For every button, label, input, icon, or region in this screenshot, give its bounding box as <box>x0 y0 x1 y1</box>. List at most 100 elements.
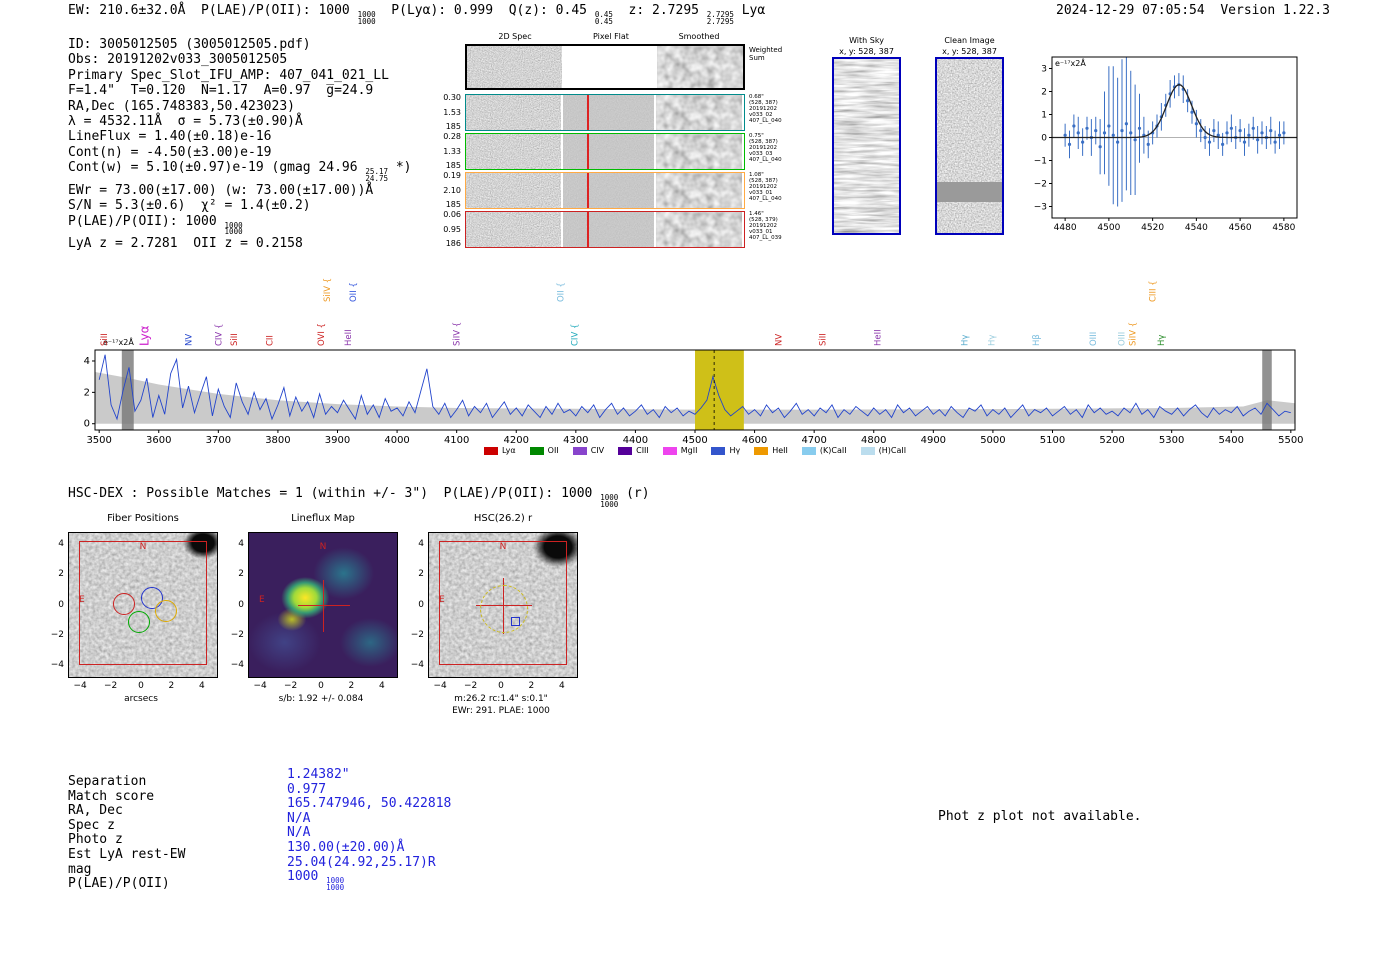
spec2d-row-fiber-info: 1.08" (528, 387) 20191202 v033_01 407_LL_040 <box>749 172 782 202</box>
spec2d-row-scale-labels: 0.19 2.10 185 <box>443 171 461 209</box>
spec2d-row-fiber-info: 0.68" (528, 387) 20191202 v033_02 407_LL_040 <box>749 94 782 124</box>
spec2d-row-scale-labels: 0.28 1.33 185 <box>443 132 461 170</box>
match-table: Separation 1.24382" Match score 0.977 RA, De… <box>68 767 588 908</box>
hsc-match-header: HSC-DEX : Possible Matches = 1 (within +… <box>68 486 650 509</box>
spec2d-row-scale-labels: 0.30 1.53 185 <box>443 93 461 131</box>
legend-swatch <box>662 446 677 455</box>
match-field-value: 0.977 <box>287 781 327 797</box>
legend-swatch <box>529 446 544 455</box>
cutout-xlabel: arcsecs <box>124 694 158 704</box>
fiber-positions-image: N E <box>68 532 218 678</box>
svg-text:4480: 4480 <box>1054 223 1077 233</box>
svg-text:2: 2 <box>1041 88 1047 98</box>
legend-item: MgII <box>662 446 697 455</box>
svg-text:4800: 4800 <box>861 435 886 446</box>
compass-north-label: N <box>139 542 147 552</box>
svg-text:5400: 5400 <box>1219 435 1244 446</box>
svg-text:4500: 4500 <box>1097 223 1120 233</box>
match-field-label: Est LyA rest-EW <box>68 847 186 862</box>
info-line: LyA z = 2.7281 OII z = 0.2158 <box>68 236 303 252</box>
compass-north-label: N <box>499 542 507 552</box>
ifu-extent-box <box>79 541 207 665</box>
cutout-title: Fiber Positions <box>107 513 179 524</box>
info-line: S/N = 5.3(±0.6) χ² = 1.4(±0.2) <box>68 198 311 214</box>
spec2d-fiber-row <box>465 94 745 131</box>
svg-text:SiII: SiII <box>100 333 110 346</box>
svg-text:3: 3 <box>1041 65 1047 75</box>
info-line: Cont(w) = 5.10(±0.97)e-19 (gmag 24.96 25… <box>68 160 412 184</box>
spec2d-col-header-pixelflat: Pixel Flat <box>593 32 629 41</box>
compass-east-label: E <box>439 595 445 605</box>
legend-item: (K)CaII <box>801 446 847 455</box>
svg-text:CIV {: CIV { <box>214 324 224 346</box>
svg-text:SiII: SiII <box>819 333 829 346</box>
svg-text:4400: 4400 <box>623 435 648 446</box>
legend-item: OII <box>529 446 559 455</box>
masked-strip <box>937 182 1002 202</box>
fiber-circle-blue <box>141 587 163 609</box>
y-tick-label: 0 <box>418 599 424 610</box>
info-line: P(LAE)/P(OII): 1000 1000 1000 <box>68 213 243 237</box>
fiber-circle-orange <box>155 600 177 622</box>
clean-image-title: Clean Image <box>944 36 995 45</box>
fiber-circle-green <box>128 611 150 633</box>
weighted-sum-label: Weighted Sum <box>749 46 783 62</box>
svg-text:3900: 3900 <box>325 435 350 446</box>
match-field-label: RA, Dec <box>68 803 123 819</box>
svg-text:HeII: HeII <box>873 329 883 346</box>
compass-east-label: E <box>259 595 265 605</box>
svg-text:OII {: OII { <box>556 282 566 302</box>
legend-item: CIII <box>618 446 649 455</box>
spec2d-row-fiber-info: 0.75" (528, 387) 20191202 v033_03 407_LL_040 <box>749 133 782 163</box>
match-field-value: 165.747946, 50.422818 <box>287 796 452 812</box>
cutout-xlabel: m:26.2 rc:1.4" s:0.1" <box>454 694 548 704</box>
detection-info-block: ID: 3005012505 (3005012505.pdf) Obs: 2019… <box>68 37 411 252</box>
cutout-lineflux-map: Lineflux Map N E s/b: 1.92 +/- 0.084 −4−… <box>226 510 416 720</box>
svg-text:CIII {: CIII { <box>1149 280 1159 302</box>
catalog-neighbor-box <box>511 617 520 626</box>
svg-text:4000: 4000 <box>384 435 409 446</box>
svg-text:Hγ: Hγ <box>960 335 970 346</box>
svg-text:4: 4 <box>84 356 90 367</box>
y-tick-label: 2 <box>58 569 64 580</box>
svg-text:5500: 5500 <box>1278 435 1303 446</box>
info-line: RA,Dec (165.748383,50.423023) <box>68 98 295 114</box>
svg-text:1: 1 <box>1041 111 1047 121</box>
svg-text:4560: 4560 <box>1229 223 1252 233</box>
x-tick-label: 0 <box>498 681 504 691</box>
x-tick-label: 4 <box>558 681 565 691</box>
match-field-value: N/A <box>287 810 311 826</box>
info-line: LineFlux = 1.40(±0.18)e-16 <box>68 129 272 145</box>
clean-image-panel: Clean Image x, y: 528, 387 <box>923 36 1023 246</box>
spec2d-row-scale-labels: 0.06 0.95 186 <box>443 210 461 248</box>
svg-text:Hγ: Hγ <box>1157 335 1167 346</box>
svg-text:SiIV {: SiIV { <box>1128 322 1138 346</box>
info-line: Cont(n) = -4.50(±3.00)e-19 <box>68 144 272 160</box>
x-tick-label: 0 <box>318 681 324 691</box>
x-tick-label: 2 <box>168 681 175 691</box>
match-field-value: N/A <box>287 825 311 841</box>
y-tick-label: 4 <box>58 538 64 549</box>
svg-text:OIII: OIII <box>1089 332 1099 346</box>
clean-noise-image <box>937 59 1002 233</box>
svg-text:−1: −1 <box>1034 157 1047 167</box>
legend-swatch <box>711 446 726 455</box>
y-tick-label: −4 <box>410 660 424 671</box>
svg-text:4300: 4300 <box>563 435 588 446</box>
match-field-label: P(LAE)/P(OII) <box>68 876 170 892</box>
svg-text:4540: 4540 <box>1185 223 1208 233</box>
compass-east-label: E <box>79 595 85 605</box>
svg-text:5300: 5300 <box>1159 435 1184 446</box>
spec2d-col-header-2dspec: 2D Spec <box>498 32 532 41</box>
svg-text:4900: 4900 <box>921 435 946 446</box>
x-tick-label: −4 <box>253 681 267 691</box>
y-tick-label: 0 <box>238 599 244 610</box>
match-field-label: mag <box>68 861 92 877</box>
svg-text:OVI {: OVI { <box>317 323 327 346</box>
x-tick-label: −2 <box>463 681 478 691</box>
header-summary: EW: 210.6±32.0Å P(LAE)/P(OII): 1000 1000… <box>68 3 766 26</box>
svg-text:Hβ: Hβ <box>1032 334 1042 346</box>
spectrum-legend: Lyα OII CIV CIII MgII Hγ HeII (K)CaII (H)CaII <box>95 446 1295 455</box>
svg-text:OII {: OII { <box>349 282 359 302</box>
